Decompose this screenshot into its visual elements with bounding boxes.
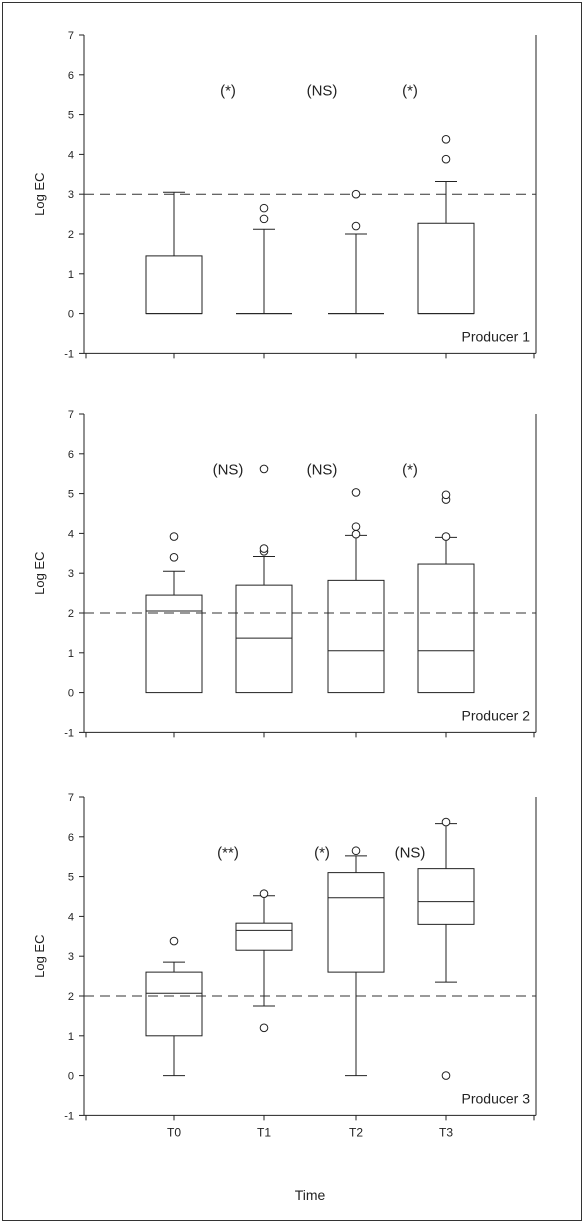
x-tick-label: T1 [257, 1125, 271, 1139]
significance-label: (*) [402, 462, 418, 479]
panel-label: Producer 3 [462, 1090, 531, 1106]
outlier-point [169, 936, 179, 946]
box-iqr [327, 872, 385, 973]
panel-label: Producer 1 [462, 328, 531, 344]
y-tick-label: 4 [68, 149, 74, 161]
significance-label: (NS) [307, 83, 338, 100]
y-tick-label: 6 [68, 70, 74, 82]
outlier-point [441, 154, 451, 164]
outlier-point [351, 221, 361, 231]
y-tick-label: 1 [68, 269, 74, 281]
x-tick-label: T0 [167, 1125, 181, 1139]
y-axis-title: Log EC [32, 173, 47, 216]
outlier-point [169, 532, 179, 541]
y-tick-label: -1 [64, 348, 74, 360]
x-tick-label: T3 [439, 1125, 453, 1139]
outlier-point [441, 134, 451, 144]
y-axis-title: Log EC [32, 552, 47, 595]
panel-label: Producer 2 [462, 707, 531, 723]
box-T2 [327, 488, 385, 694]
box-iqr [145, 971, 203, 1037]
y-tick-label: 2 [68, 991, 74, 1003]
outlier-point [259, 203, 269, 213]
outlier-point [441, 532, 451, 541]
box-iqr [417, 868, 475, 925]
y-tick-label: 2 [68, 229, 74, 241]
box-iqr [235, 584, 293, 694]
y-tick-label: 0 [68, 1071, 74, 1083]
outlier-point [259, 544, 269, 553]
y-tick-label: 6 [68, 832, 74, 844]
y-tick-label: 4 [68, 911, 74, 923]
outlier-point [169, 552, 179, 562]
outlier-point [351, 189, 361, 199]
outlier-point [351, 488, 361, 497]
outlier-point [441, 817, 451, 827]
y-tick-label: -1 [64, 727, 74, 739]
box-T1 [235, 464, 293, 694]
significance-label: (NS) [307, 462, 338, 479]
box-T3 [417, 817, 475, 1080]
y-tick-label: 2 [68, 608, 74, 620]
x-tick-label: T2 [349, 1125, 363, 1139]
box-iqr [327, 579, 385, 694]
box-iqr [235, 922, 293, 951]
y-axis-title: Log EC [32, 935, 47, 978]
box-T0 [145, 532, 203, 694]
y-tick-label: 1 [68, 648, 74, 660]
significance-label: (*) [314, 845, 330, 862]
box-T3 [417, 134, 475, 315]
significance-label: (**) [217, 845, 239, 862]
box-T1 [235, 889, 293, 1033]
box-T0 [145, 936, 203, 1077]
outlier-point [259, 1023, 269, 1033]
y-tick-label: 3 [68, 568, 74, 580]
panel-1: -1 0 1 2 3 4 5 6 7 Log EC (*) (NS) (*) Producer 1 [32, 30, 537, 360]
y-tick-label: 7 [68, 30, 74, 42]
significance-label: (NS) [213, 462, 244, 479]
y-tick-label: 0 [68, 688, 74, 700]
box-T2 [328, 189, 384, 315]
y-tick-label: 6 [68, 449, 74, 461]
box-iqr [417, 563, 475, 694]
y-tick-label: 4 [68, 528, 74, 540]
y-tick-label: -1 [64, 1110, 74, 1122]
box-T2 [327, 846, 385, 1077]
outlier-point [441, 490, 451, 500]
box-T1 [236, 203, 292, 315]
outlier-point [351, 846, 361, 856]
y-tick-label: 5 [68, 872, 74, 884]
x-axis-title: Time [295, 1187, 326, 1203]
y-tick-label: 7 [68, 409, 74, 421]
panel-2: -1 0 1 2 3 4 5 6 7 Log EC (NS) (NS) (*) Producer 2 [32, 409, 537, 739]
significance-label: (*) [220, 83, 236, 100]
box-T0 [145, 191, 203, 315]
outlier-point [441, 1071, 451, 1080]
y-tick-label: 3 [68, 951, 74, 963]
panel-3: -1 0 1 2 3 4 5 6 7 Log EC T0 T1 T2 T3 (**) (*) (NS) Produ… [32, 792, 537, 1139]
y-tick-label: 5 [68, 489, 74, 501]
y-tick-label: 0 [68, 309, 74, 321]
y-tick-label: 7 [68, 792, 74, 804]
outlier-point [259, 214, 269, 224]
y-tick-label: 3 [68, 189, 74, 201]
outlier-point [259, 464, 269, 474]
significance-label: (NS) [395, 845, 426, 862]
y-tick-label: 5 [68, 110, 74, 122]
box-iqr [145, 594, 203, 694]
y-tick-label: 1 [68, 1031, 74, 1043]
outlier-point [351, 522, 361, 531]
significance-label: (*) [402, 83, 418, 100]
box-T3 [417, 490, 475, 694]
outlier-point [259, 889, 269, 899]
